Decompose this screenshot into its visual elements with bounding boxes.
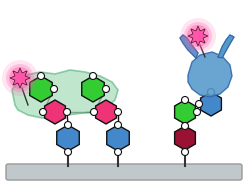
Circle shape <box>115 108 122 115</box>
Polygon shape <box>175 100 195 124</box>
Circle shape <box>187 25 209 47</box>
Polygon shape <box>188 52 232 97</box>
Circle shape <box>91 108 97 115</box>
Polygon shape <box>201 92 221 116</box>
Circle shape <box>180 18 216 54</box>
Circle shape <box>193 108 200 115</box>
Polygon shape <box>82 76 104 102</box>
Circle shape <box>6 64 34 92</box>
Circle shape <box>182 122 188 129</box>
Polygon shape <box>188 26 208 46</box>
Polygon shape <box>57 125 79 151</box>
Circle shape <box>115 149 122 156</box>
Circle shape <box>2 60 38 96</box>
Circle shape <box>90 73 96 80</box>
Polygon shape <box>96 100 116 124</box>
Circle shape <box>195 101 203 108</box>
Polygon shape <box>30 76 52 102</box>
Polygon shape <box>175 126 195 150</box>
Circle shape <box>208 88 215 95</box>
Circle shape <box>39 108 47 115</box>
Circle shape <box>115 122 122 129</box>
Circle shape <box>182 97 188 104</box>
Polygon shape <box>10 68 30 88</box>
FancyBboxPatch shape <box>6 164 242 180</box>
Circle shape <box>64 122 71 129</box>
Circle shape <box>102 85 110 92</box>
Polygon shape <box>107 125 129 151</box>
Circle shape <box>9 67 31 89</box>
Circle shape <box>37 73 44 80</box>
Polygon shape <box>218 35 234 58</box>
Circle shape <box>182 149 188 156</box>
Circle shape <box>51 85 58 92</box>
Polygon shape <box>180 35 198 58</box>
Circle shape <box>63 108 70 115</box>
Polygon shape <box>12 70 118 118</box>
Polygon shape <box>45 100 65 124</box>
Circle shape <box>64 149 71 156</box>
Circle shape <box>184 22 212 50</box>
